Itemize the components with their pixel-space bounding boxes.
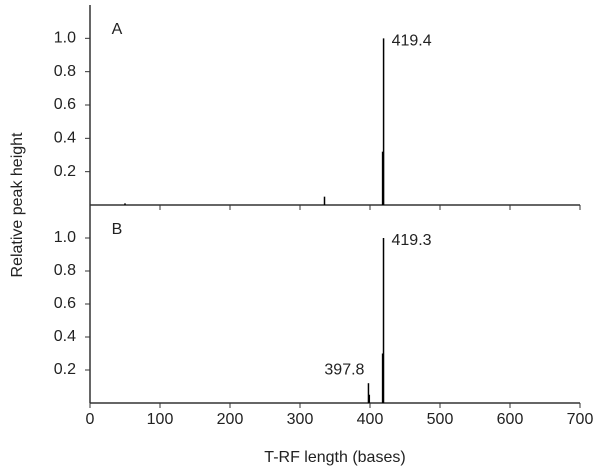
y-tick-label: 0.2 [54, 163, 76, 180]
y-tick-label: 1.0 [54, 229, 76, 246]
y-tick-label: 0.2 [54, 361, 76, 378]
peak-annotation: 397.8 [324, 361, 364, 378]
y-tick-label: 0.6 [54, 96, 76, 113]
y-tick-label: 0.8 [54, 262, 76, 279]
x-tick-label: 200 [217, 411, 244, 428]
peak-annotation: 419.3 [392, 232, 432, 249]
x-tick-label: 0 [86, 411, 95, 428]
y-tick-label: 1.0 [54, 30, 76, 47]
x-tick-label: 100 [147, 411, 174, 428]
y-tick-label: 0.8 [54, 63, 76, 80]
x-tick-label: 300 [287, 411, 314, 428]
peak-annotation: 419.4 [392, 33, 432, 50]
panel-label: B [112, 221, 123, 238]
y-tick-label: 0.4 [54, 328, 76, 345]
y-tick-label: 0.4 [54, 130, 76, 147]
x-tick-label: 600 [497, 411, 524, 428]
x-tick-label: 700 [567, 411, 594, 428]
x-axis-label: T-RF length (bases) [264, 449, 405, 466]
panel-label: A [112, 21, 123, 38]
x-tick-label: 400 [357, 411, 384, 428]
y-tick-label: 0.6 [54, 295, 76, 312]
x-tick-label: 500 [427, 411, 454, 428]
y-axis-label: Relative peak height [9, 132, 26, 278]
